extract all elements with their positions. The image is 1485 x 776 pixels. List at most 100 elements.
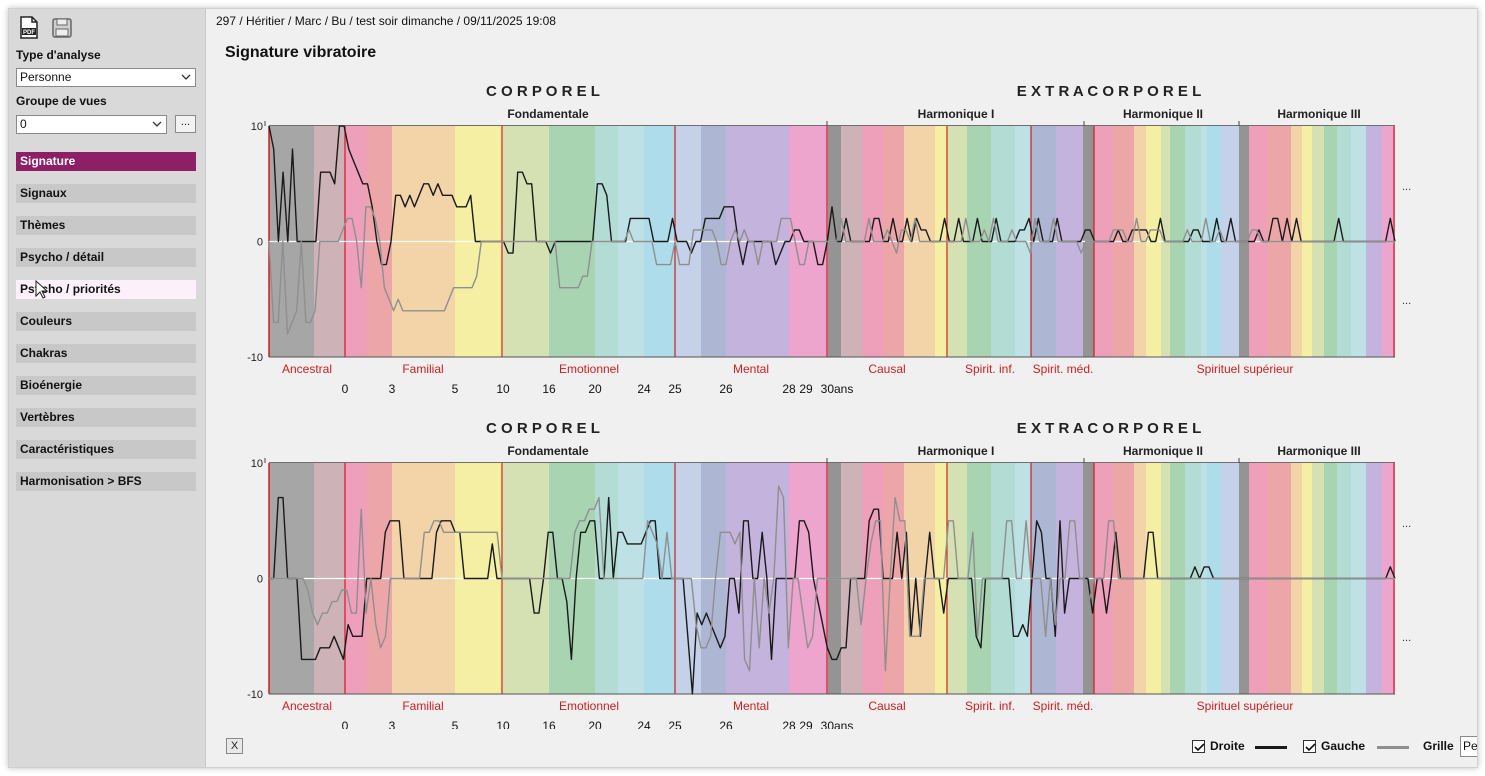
nav-item-couleurs[interactable]: Couleurs [16, 312, 196, 331]
age-tick-label: 26 [719, 382, 733, 396]
age-tick-label: 16 [542, 382, 556, 396]
section-label: Familial [402, 699, 443, 713]
gauche-legend-line [1377, 746, 1409, 749]
sidebar: PDF Type d'analyse Personne Groupe de vu… [9, 9, 206, 767]
right-mark: ... [1402, 181, 1411, 193]
droite-legend-line [1255, 746, 1287, 749]
chart-subheading: Harmonique I [918, 444, 995, 458]
mouse-cursor-icon [35, 279, 49, 305]
chart-subheading: Fondamentale [507, 444, 589, 458]
chart-heading: E X T R A C O R P O R E L [1017, 420, 1201, 437]
section-label: Emotionnel [559, 362, 619, 376]
chart-subheading: Harmonique III [1277, 107, 1360, 121]
section-label: Spirit. inf. [965, 699, 1015, 713]
age-tick-label: 0 [342, 382, 349, 396]
age-tick-label: 24 [637, 382, 651, 396]
pdf-icon[interactable]: PDF [18, 16, 40, 40]
age-tick-label: 29 [799, 719, 813, 729]
chart-subheading: Harmonique II [1123, 444, 1203, 458]
gauche-checkbox[interactable] [1303, 740, 1316, 753]
section-label: Causal [868, 699, 905, 713]
right-mark: ... [1402, 632, 1411, 644]
chart-heading: E X T R A C O R P O R E L [1017, 83, 1201, 100]
y-tick-label: 0 [257, 574, 263, 586]
y-tick-label: 10 [251, 458, 263, 470]
chart-heading: C O R P O R E L [486, 83, 600, 100]
nav-item-caract-ristiques[interactable]: Caractéristiques [16, 440, 196, 459]
nav-item-signaux[interactable]: Signaux [16, 184, 196, 203]
chevron-down-icon [152, 121, 162, 127]
application-window: PDF Type d'analyse Personne Groupe de vu… [8, 8, 1478, 768]
view-group-more-button[interactable]: ... [175, 115, 196, 133]
check-icon [1194, 743, 1205, 752]
age-tick-label: 20 [588, 719, 602, 729]
view-group-label: Groupe de vues [16, 94, 107, 108]
age-tick-label: 29 [799, 382, 813, 396]
age-tick-label: 20 [588, 382, 602, 396]
analysis-type-value: Personne [20, 70, 72, 84]
analysis-type-select[interactable]: Personne [16, 68, 196, 87]
droite-checkbox[interactable] [1192, 740, 1205, 753]
age-tick-label: 0 [342, 719, 349, 729]
age-tick-label: 25 [668, 382, 682, 396]
section-label: Spirituel supérieur [1197, 362, 1294, 376]
nav-item-bio-nergie[interactable]: Bioénergie [16, 376, 196, 395]
chart-subheading: Fondamentale [507, 107, 589, 121]
chevron-down-icon [181, 74, 191, 80]
y-tick-label: -10 [247, 689, 263, 701]
nav-item-psycho-priorit-s[interactable]: Psycho / priorités [16, 280, 196, 299]
age-tick-label: 3 [389, 382, 396, 396]
section-label: Ancestral [282, 362, 332, 376]
series-line-droite [268, 125, 1396, 266]
svg-text:PDF: PDF [23, 30, 35, 36]
nav-item-signature[interactable]: Signature [16, 152, 196, 171]
age-tick-label: 26 [719, 719, 733, 729]
chart-subheading: Harmonique II [1123, 107, 1203, 121]
view-group-select[interactable]: 0 [16, 115, 167, 134]
section-label: Spirituel supérieur [1197, 699, 1294, 713]
close-chart-button[interactable]: X [226, 738, 243, 754]
nav-item-chakras[interactable]: Chakras [16, 344, 196, 363]
grille-label: Grille [1423, 739, 1454, 753]
section-label: Mental [733, 699, 769, 713]
y-tick-label: -10 [247, 352, 263, 364]
age-tick-label: 5 [452, 382, 459, 396]
age-tick-label: 5 [452, 719, 459, 729]
y-tick-label: 0 [257, 237, 263, 249]
section-label: Mental [733, 362, 769, 376]
section-label: Spirit. méd. [1033, 699, 1094, 713]
age-tick-label: 30ans [821, 382, 854, 396]
page-title: Signature vibratoire [225, 44, 377, 61]
nav-item-psycho-d-tail[interactable]: Psycho / détail [16, 248, 196, 267]
section-label: Spirit. méd. [1033, 362, 1094, 376]
save-icon[interactable] [51, 16, 73, 40]
section-label: Ancestral [282, 699, 332, 713]
age-tick-label: 3 [389, 719, 396, 729]
breadcrumb: 297 / Héritier / Marc / Bu / test soir d… [216, 14, 556, 28]
age-tick-label: 30ans [821, 719, 854, 729]
age-tick-label: 28 [782, 719, 796, 729]
section-label: Emotionnel [559, 699, 619, 713]
chart-subheading: Harmonique III [1277, 444, 1360, 458]
section-label: Familial [402, 362, 443, 376]
nav-item-th-mes[interactable]: Thèmes [16, 216, 196, 235]
age-tick-label: 24 [637, 719, 651, 729]
nav-item-vert-bres[interactable]: Vertèbres [16, 408, 196, 427]
series-line-gauche [268, 206, 1395, 335]
droite-label: Droite [1210, 739, 1245, 753]
chart-heading: C O R P O R E L [486, 420, 600, 437]
section-label: Causal [868, 362, 905, 376]
nav-item-harmonisation-bfs[interactable]: Harmonisation > BFS [16, 472, 196, 491]
signature-charts: C O R P O R E L E X T R A C O R P O R E L… [247, 83, 1411, 729]
age-tick-label: 10 [496, 719, 510, 729]
age-tick-label: 16 [542, 719, 556, 729]
y-tick-label: 10 [251, 121, 263, 133]
series-line-gauche [269, 485, 1395, 672]
age-tick-label: 28 [782, 382, 796, 396]
check-icon [1305, 743, 1316, 752]
section-label: Spirit. inf. [965, 362, 1015, 376]
grille-select[interactable]: Pe [1460, 736, 1477, 757]
age-tick-label: 25 [668, 719, 682, 729]
chart-subheading: Harmonique I [918, 107, 995, 121]
right-mark: ... [1402, 518, 1411, 530]
